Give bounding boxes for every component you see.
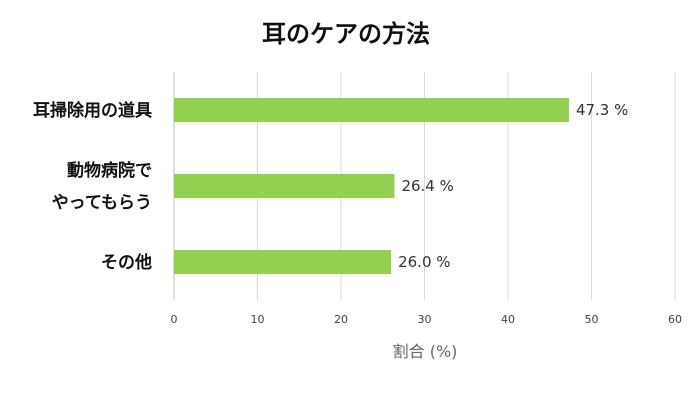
bars: 47.3 % 26.4 % 26.0 %	[174, 98, 628, 274]
category-label-line: 耳掃除用の道具	[33, 100, 152, 121]
x-tick-label: 0	[171, 313, 178, 326]
chart-title: 耳のケアの方法	[262, 20, 430, 48]
category-label: その他	[101, 252, 152, 273]
x-axis-label: 割合 (%)	[393, 342, 458, 361]
data-label: 26.0 %	[398, 253, 450, 271]
category-label-line: 動物病院で	[67, 160, 152, 181]
data-label: 26.4 %	[401, 177, 453, 195]
bar	[174, 174, 395, 198]
x-tick-labels: 0 10 20 30 40 50 60	[171, 313, 683, 326]
bar	[174, 98, 569, 122]
x-tick-label: 10	[251, 313, 265, 326]
x-tick-label: 30	[418, 313, 432, 326]
x-tick-label: 60	[668, 313, 682, 326]
category-label: 耳掃除用の道具	[33, 100, 152, 121]
bar	[174, 250, 392, 274]
x-tick-label: 50	[585, 313, 599, 326]
x-tick-label: 40	[501, 313, 515, 326]
data-label: 47.3 %	[576, 101, 628, 119]
category-label: 動物病院でやってもらう	[52, 160, 152, 213]
category-label-line: その他	[101, 252, 152, 273]
category-label-line: やってもらう	[52, 193, 152, 213]
x-tick-label: 20	[334, 313, 348, 326]
